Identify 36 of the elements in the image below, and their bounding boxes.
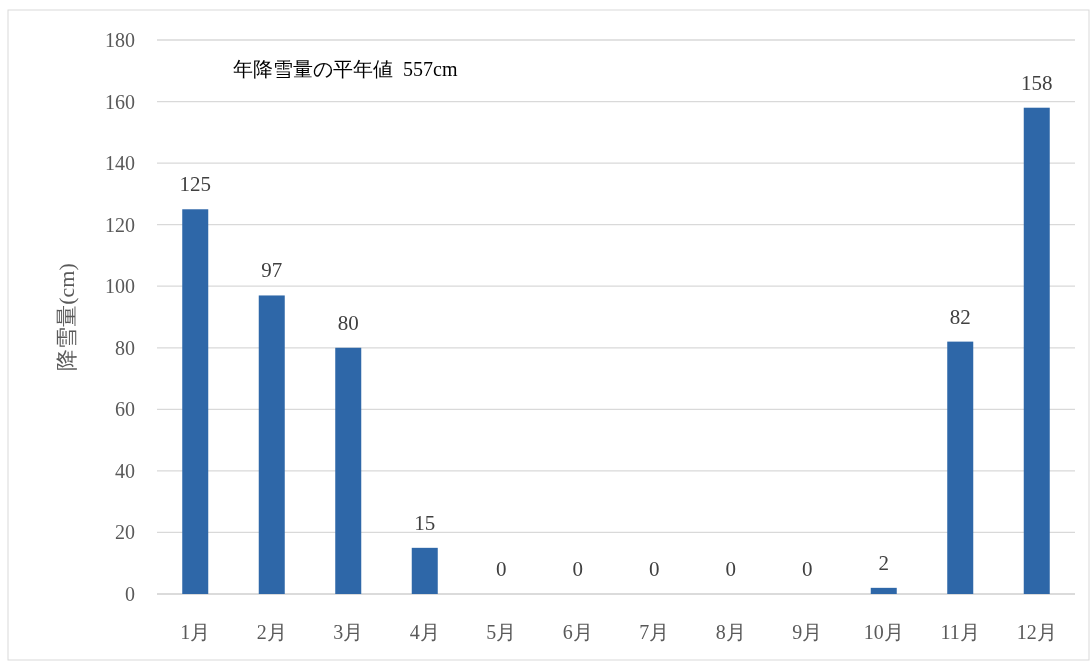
y-tick-label: 120 xyxy=(105,213,135,236)
y-tick-label: 100 xyxy=(105,275,135,298)
y-tick-label: 140 xyxy=(105,152,135,175)
data-label: 82 xyxy=(949,304,971,329)
y-axis-title: 降雪量(cm) xyxy=(54,263,79,371)
data-label: 2 xyxy=(878,550,889,575)
y-tick-label: 60 xyxy=(115,398,135,421)
data-label: 0 xyxy=(649,557,660,581)
y-tick-label: 80 xyxy=(115,336,135,359)
data-label: 158 xyxy=(1021,70,1053,95)
data-label: 0 xyxy=(496,557,507,581)
data-label: 97 xyxy=(261,258,283,283)
y-tick-label: 20 xyxy=(115,521,135,544)
x-tick-label: 3月 xyxy=(333,621,364,643)
y-tick-label: 40 xyxy=(115,459,135,482)
data-label: 0 xyxy=(802,557,813,581)
data-label: 15 xyxy=(414,510,436,535)
data-label: 125 xyxy=(179,172,211,197)
x-tick-label: 1月 xyxy=(180,621,211,643)
x-tick-label: 5月 xyxy=(486,621,517,643)
x-tick-label: 8月 xyxy=(715,621,746,643)
x-tick-label: 12月 xyxy=(1016,621,1057,643)
x-tick-label: 2月 xyxy=(256,621,287,643)
y-tick-label: 0 xyxy=(125,583,135,605)
y-tick-label: 160 xyxy=(105,90,135,113)
x-tick-label: 9月 xyxy=(792,621,823,643)
x-tick-label: 7月 xyxy=(639,621,670,643)
data-label: 0 xyxy=(725,557,736,581)
annotation: 年降雪量の平年値 557cm xyxy=(233,58,458,80)
y-tick-label: 180 xyxy=(105,29,135,51)
x-tick-label: 10月 xyxy=(863,621,904,643)
data-label: 0 xyxy=(572,557,583,581)
x-tick-label: 4月 xyxy=(409,621,440,643)
x-tick-label: 6月 xyxy=(562,621,593,643)
data-label: 80 xyxy=(337,310,359,335)
x-tick-label: 11月 xyxy=(940,621,980,643)
